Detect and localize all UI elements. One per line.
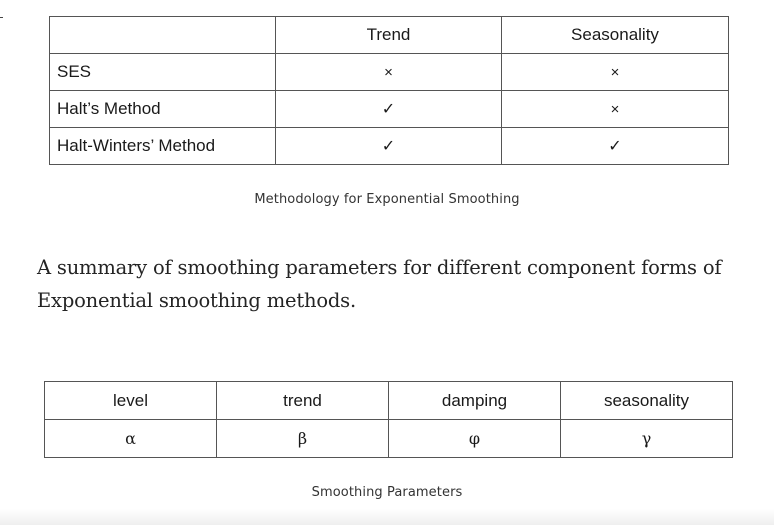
param-gamma: γ bbox=[560, 419, 733, 458]
parameters-table: level trend damping seasonality α β φ γ bbox=[44, 381, 733, 458]
table-header-seasonality: seasonality bbox=[560, 381, 733, 420]
cross-icon: × bbox=[501, 53, 729, 91]
table-header-cell bbox=[49, 16, 276, 54]
param-beta: β bbox=[216, 419, 389, 458]
param-alpha: α bbox=[44, 419, 217, 458]
table-header-level: level bbox=[44, 381, 217, 420]
table-header-damping: damping bbox=[388, 381, 561, 420]
bottom-fade bbox=[0, 509, 774, 525]
methodology-caption: Methodology for Exponential Smoothing bbox=[254, 192, 520, 207]
row-label-halts-method: Halt’s Method bbox=[49, 90, 276, 128]
parameters-caption: Smoothing Parameters bbox=[311, 485, 463, 500]
cross-icon: × bbox=[275, 53, 502, 91]
checkmark-icon: ✓ bbox=[275, 90, 502, 128]
checkmark-icon: ✓ bbox=[501, 127, 729, 165]
row-label-halt-winters-method: Halt-Winters’ Method bbox=[49, 127, 276, 165]
table-header-row: level trend damping seasonality bbox=[44, 381, 733, 420]
table-header-seasonality: Seasonality bbox=[501, 16, 729, 54]
summary-paragraph: A summary of smoothing parameters for di… bbox=[37, 256, 722, 312]
param-phi: φ bbox=[388, 419, 561, 458]
table-header-trend: Trend bbox=[275, 16, 502, 54]
row-label-ses: SES bbox=[49, 53, 276, 91]
table-header-trend: trend bbox=[216, 381, 389, 420]
table-row: Halt-Winters’ Method ✓ ✓ bbox=[49, 127, 729, 165]
cross-icon: × bbox=[501, 90, 729, 128]
table-header-row: Trend Seasonality bbox=[49, 16, 729, 54]
table-row: SES × × bbox=[49, 53, 729, 91]
checkmark-icon: ✓ bbox=[275, 127, 502, 165]
edge-mark bbox=[0, 17, 3, 18]
methodology-table: Trend Seasonality SES × × Halt’s Method … bbox=[49, 16, 729, 165]
table-row: α β φ γ bbox=[44, 419, 733, 458]
table-row: Halt’s Method ✓ × bbox=[49, 90, 729, 128]
